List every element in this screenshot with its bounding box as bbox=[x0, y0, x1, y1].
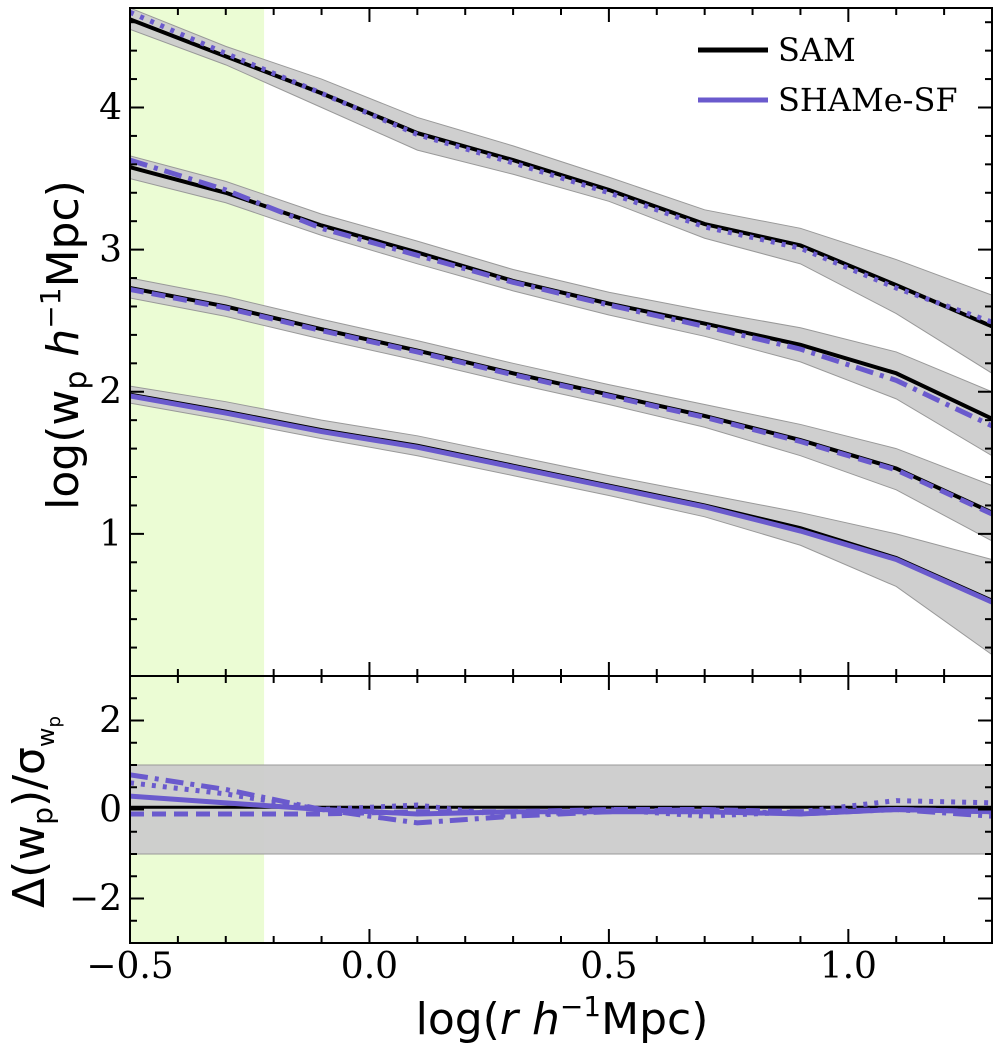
top-y-axis-label: log(wp h−1Mpc) bbox=[34, 180, 94, 510]
top-y-tick-label: 2 bbox=[99, 372, 122, 413]
shame-sf-line-1 bbox=[130, 9, 992, 325]
error-band-1 bbox=[130, 8, 992, 374]
shame-sf-line-2 bbox=[130, 157, 992, 429]
bottom-y-tick-label: 2 bbox=[99, 701, 122, 742]
shame-sf-residual-line-4 bbox=[130, 793, 992, 817]
legend-sam-label: SAM bbox=[778, 31, 856, 69]
x-tick-label: 0.5 bbox=[580, 946, 637, 987]
legend: SAM SHAMe-SF bbox=[698, 31, 958, 119]
bottom-y-tick-label: −2 bbox=[69, 879, 122, 920]
x-tick-label: 1.0 bbox=[820, 946, 877, 987]
top-panel: SAM SHAMe-SF bbox=[129, 7, 993, 677]
shame-sf-line-3 bbox=[130, 286, 992, 517]
legend-shame-label: SHAMe-SF bbox=[778, 81, 958, 119]
error-band-3 bbox=[130, 277, 992, 542]
bottom-y-tick-label: 0 bbox=[99, 790, 122, 831]
bottom-y-axis-label: Δ(wp)/σwp bbox=[4, 716, 65, 908]
x-axis-label: log(r h−1Mpc) bbox=[416, 990, 709, 1045]
shame-sf-line-4 bbox=[130, 393, 992, 605]
top-y-tick-label: 4 bbox=[99, 87, 122, 128]
top-y-tick-label: 3 bbox=[99, 230, 122, 271]
top-y-tick-label: 1 bbox=[99, 514, 122, 555]
x-tick-label: 0.0 bbox=[341, 946, 398, 987]
highlight-band bbox=[130, 8, 265, 676]
bottom-axes-frame bbox=[129, 675, 993, 944]
bottom-panel bbox=[129, 675, 993, 944]
x-tick-label: −0.5 bbox=[86, 946, 173, 987]
